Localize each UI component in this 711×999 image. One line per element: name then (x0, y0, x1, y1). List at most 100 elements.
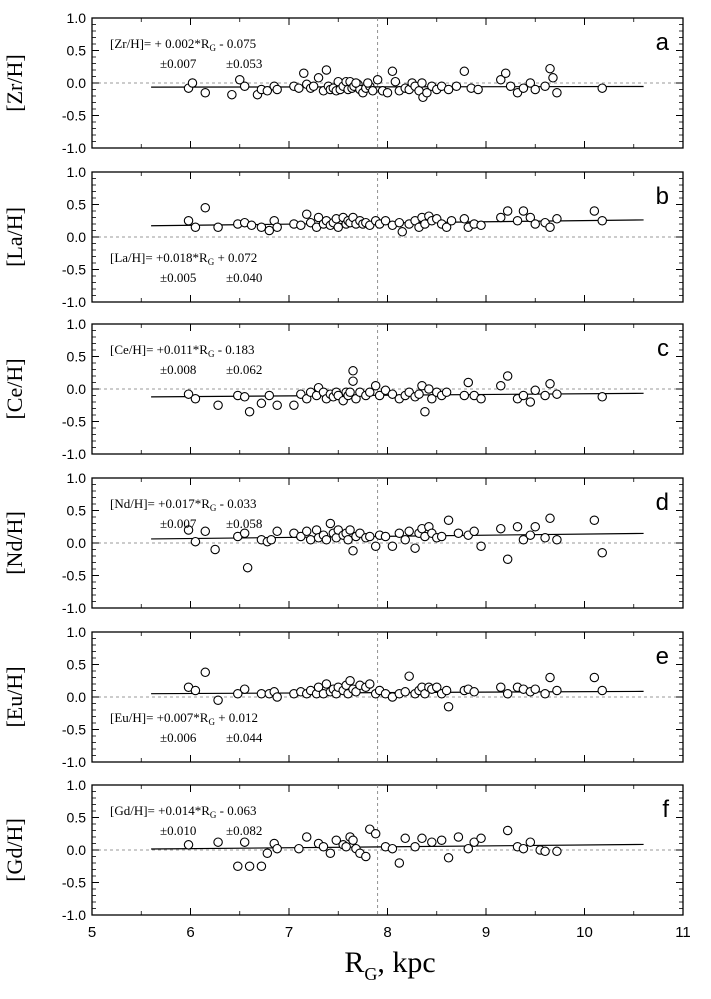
y-tick-label: 0.5 (67, 503, 87, 519)
data-point (318, 841, 329, 852)
fit-equation-sub: G (210, 43, 217, 53)
data-point (496, 212, 506, 223)
fit-error-intercept: ±0.040 (226, 270, 262, 285)
data-point (540, 533, 550, 543)
panel-letter: a (656, 29, 670, 56)
data-point (370, 380, 381, 391)
data-point (244, 861, 255, 871)
data-point (213, 837, 223, 847)
data-point (441, 387, 452, 397)
fit-error-slope: ±0.010 (160, 823, 196, 838)
data-point (348, 546, 358, 556)
data-point (272, 526, 282, 537)
x-tick-label: 5 (88, 924, 96, 941)
data-point (548, 73, 558, 83)
data-point (420, 406, 430, 417)
data-point (530, 219, 540, 229)
data-point (262, 848, 273, 858)
data-point (190, 536, 201, 547)
data-point (410, 841, 420, 852)
data-point (296, 531, 306, 542)
data-point (341, 841, 351, 852)
panel-a: 1.0 0.5 0.0 -0.5 -1.0 [Zr/H] a [Zr/H]= + 0.002*… (2, 10, 684, 156)
y-tick-label: 0.0 (67, 381, 87, 397)
data-point (476, 833, 486, 844)
fit-equation: [Gd/H]= +0.014*RG - 0.063 (110, 803, 256, 820)
data-point (496, 75, 506, 85)
data-point (313, 73, 324, 83)
data-point (345, 387, 355, 397)
fit-line (151, 843, 644, 850)
fit-error-slope: ±0.007 (160, 516, 197, 531)
data-point (264, 225, 275, 236)
data-point (436, 531, 447, 542)
data-point (530, 84, 540, 95)
fit-error-intercept: ±0.058 (226, 516, 262, 531)
data-point (301, 526, 312, 537)
data-point (424, 384, 434, 394)
data-point (394, 528, 405, 538)
data-point (345, 525, 355, 535)
data-point (272, 843, 282, 854)
fit-equation-main: [Gd/H]= +0.014*R (110, 803, 210, 818)
data-point (400, 833, 410, 844)
data-point (242, 562, 253, 573)
data-point (308, 81, 319, 92)
data-point (213, 222, 223, 233)
data-point (500, 68, 511, 79)
data-point (597, 685, 607, 696)
y-tick-label: -0.5 (62, 568, 86, 584)
data-point (518, 843, 529, 854)
data-point (387, 843, 398, 854)
y-tick-label: 0.5 (67, 349, 87, 365)
x-tick-label: 7 (285, 924, 293, 941)
data-point (400, 687, 410, 697)
fit-equation: [Ce/H]= +0.011*RG - 0.183 (110, 342, 255, 359)
data-point (476, 220, 486, 231)
data-point (518, 534, 529, 545)
y-tick-label: 1.0 (67, 777, 87, 793)
fit-equation-rest: - 0.033 (216, 496, 256, 511)
fit-equation-rest: + 0.072 (214, 250, 257, 265)
data-point (213, 400, 223, 410)
y-tick-label: 0.5 (67, 43, 87, 59)
data-point (235, 75, 245, 85)
data-point (325, 848, 336, 858)
data-point (227, 89, 237, 100)
data-point (589, 515, 600, 525)
data-point (545, 379, 555, 389)
data-point (313, 682, 324, 692)
data-point (540, 846, 550, 857)
y-tick-label: -1.0 (62, 140, 86, 156)
data-point (348, 376, 358, 386)
fit-error-slope: ±0.008 (160, 362, 196, 377)
data-point (363, 78, 373, 88)
y-tick-label: -1.0 (62, 600, 86, 616)
data-point (589, 206, 600, 216)
y-tick-label: -0.5 (62, 722, 86, 738)
data-point (597, 83, 607, 93)
fit-equation: [La/H]= +0.018*RG + 0.072 (110, 250, 257, 267)
fit-equation: [Nd/H]= +0.017*RG - 0.033 (110, 496, 256, 513)
data-point (451, 81, 462, 92)
data-point (512, 216, 523, 226)
data-point (552, 214, 562, 224)
data-point (525, 530, 536, 540)
fit-error-slope: ±0.006 (160, 730, 197, 745)
data-point (545, 672, 555, 683)
panel-f: 1.0 0.5 0.0 -0.5 -1.0 [Gd/H] f [Gd/H]= +0.014*R… (2, 777, 684, 923)
fit-equation-main: [Ce/H]= +0.011*R (110, 342, 208, 357)
data-point (545, 222, 555, 233)
data-point (400, 534, 410, 545)
data-point (476, 541, 486, 551)
data-point (272, 400, 282, 410)
data-point (348, 366, 358, 376)
y-tick-label: 1.0 (67, 10, 87, 26)
data-point (200, 526, 211, 537)
y-tick-label: 0.0 (67, 842, 87, 858)
fit-equation: [Zr/H]= + 0.002*RG - 0.075 (110, 36, 256, 53)
data-point (331, 835, 342, 845)
y-tick-label: 0.0 (67, 229, 87, 245)
x-tick-label: 8 (383, 924, 391, 941)
y-axis-label: [Ce/H] (2, 358, 27, 419)
